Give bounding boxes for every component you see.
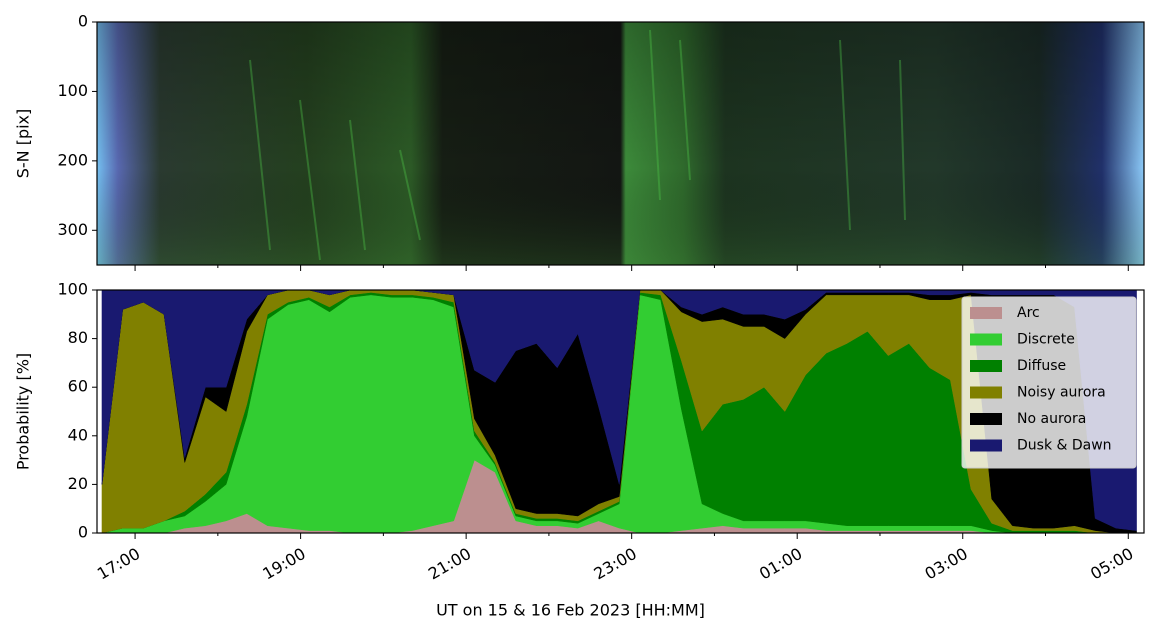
legend-swatch — [970, 307, 1002, 319]
x-tick-label: 19:00 — [259, 544, 308, 584]
legend-swatch — [970, 439, 1002, 452]
legend-swatch — [970, 413, 1002, 425]
legend-swatch — [970, 360, 1002, 372]
x-tick-label: 01:00 — [756, 544, 805, 584]
y-tick-label: 100 — [57, 81, 88, 100]
legend-swatch — [970, 333, 1002, 346]
x-tick-label: 05:00 — [1087, 544, 1136, 584]
legend-box — [961, 296, 1137, 469]
y-axis-label: S-N [pix] — [14, 109, 33, 179]
keogram — [97, 22, 1144, 265]
legend-swatch — [970, 386, 1002, 399]
y-tick-label: 200 — [57, 150, 88, 169]
legend-label: Dusk & Dawn — [1017, 438, 1112, 454]
y-tick-label: 40 — [68, 425, 88, 444]
legend-label: Diffuse — [1017, 358, 1066, 374]
legend-label: Discrete — [1017, 332, 1075, 348]
x-tick-label: 17:00 — [94, 544, 143, 584]
y-tick-label: 300 — [57, 220, 88, 239]
axes-frame — [96, 21, 1145, 266]
x-tick-label: 23:00 — [590, 544, 639, 584]
keogram-streaks — [249, 29, 906, 261]
x-axis-label: UT on 15 & 16 Feb 2023 [HH:MM] — [436, 601, 705, 620]
y-tick-label: 60 — [68, 377, 88, 396]
y-tick-label: 20 — [68, 474, 88, 493]
y-tick-label: 0 — [78, 12, 88, 31]
x-tick-label: 21:00 — [425, 544, 474, 584]
y-tick-label: 0 — [78, 523, 88, 542]
axes-frame — [96, 289, 1145, 534]
legend-label: No aurora — [1017, 411, 1086, 427]
legend-label: Noisy aurora — [1017, 385, 1106, 401]
legend-label: Arc — [1017, 305, 1040, 321]
keogram-shade — [97, 22, 1144, 265]
x-tick-label: 03:00 — [922, 544, 971, 584]
y-tick-label: 80 — [68, 328, 88, 347]
y-tick-label: 100 — [57, 280, 88, 299]
y-axis-label: Probability [%] — [14, 353, 33, 470]
